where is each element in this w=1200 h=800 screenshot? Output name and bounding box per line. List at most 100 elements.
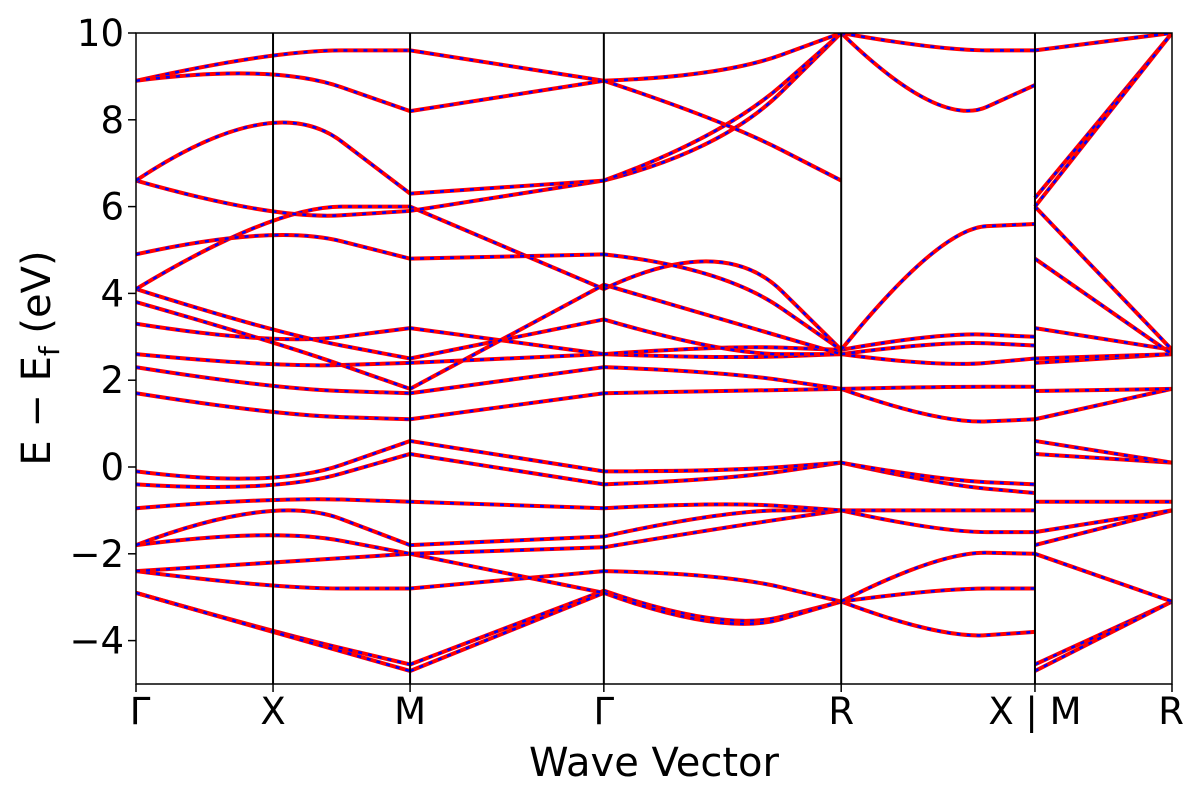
band-line xyxy=(841,384,1035,391)
band-line-dashed xyxy=(136,591,411,673)
band-line xyxy=(409,326,605,357)
band-line xyxy=(136,178,411,218)
band-line-dashed xyxy=(841,587,1035,603)
band-line-dashed xyxy=(840,387,1036,423)
band-line xyxy=(409,391,605,422)
band-line xyxy=(603,33,843,183)
band-line-dashed xyxy=(1034,352,1172,365)
band-line-dashed xyxy=(840,222,1036,351)
band-line-dashed xyxy=(840,461,1036,486)
band-line-dashed xyxy=(841,352,1036,366)
band-line xyxy=(840,508,1035,535)
x-tick-label: Γ xyxy=(130,690,151,733)
band-line-dashed xyxy=(410,500,604,510)
band-line-dashed xyxy=(603,569,842,603)
y-axis-ticks: −4 −2 0 2 4 6 8 10 xyxy=(69,12,136,663)
band-line-dashed xyxy=(603,79,842,182)
y-tick-label: 10 xyxy=(77,12,124,55)
band-line-dashed xyxy=(1034,257,1172,356)
band-line xyxy=(409,204,605,291)
y-axis-title: E − Ef (eV) xyxy=(14,250,66,465)
x-tick-label: X xyxy=(260,690,285,733)
band-line-dashed xyxy=(409,552,605,595)
band-line xyxy=(839,221,1036,352)
band-line xyxy=(136,551,411,574)
band-line xyxy=(840,386,1036,424)
band-line-dashed xyxy=(409,179,604,195)
band-line-dashed xyxy=(603,365,842,391)
band-line-dashed xyxy=(603,461,842,473)
x-tick-label: M xyxy=(394,690,426,733)
band-line-dashed xyxy=(1033,33,1172,208)
band-line xyxy=(1033,205,1172,352)
band-line-dashed xyxy=(410,352,604,365)
band-line xyxy=(136,497,411,511)
y-tick-label: 2 xyxy=(100,359,124,402)
band-line xyxy=(409,452,605,487)
band-line-dashed xyxy=(841,385,1035,391)
band-line xyxy=(603,365,842,391)
y-tick-label: −4 xyxy=(69,620,124,663)
band-line-dashed xyxy=(1034,552,1172,603)
band-line xyxy=(603,460,842,474)
band-line xyxy=(136,439,411,481)
band-line-dashed xyxy=(1034,387,1172,393)
band-line-dashed xyxy=(409,365,605,395)
band-line-dashed xyxy=(409,179,605,213)
band-line-dashed xyxy=(840,509,1035,534)
band-line xyxy=(409,534,604,548)
band-line xyxy=(136,391,411,422)
band-line-dashed xyxy=(840,33,1035,52)
band-line-dashed xyxy=(603,352,842,359)
x-axis-ticks: Γ X M Γ R X | M R xyxy=(130,684,1184,733)
band-line xyxy=(840,599,1036,638)
band-line xyxy=(136,71,411,114)
band-line-dashed xyxy=(409,452,605,486)
band-line-dashed xyxy=(603,260,843,351)
band-line xyxy=(603,33,842,83)
band-line xyxy=(603,33,843,183)
x-tick-label: Γ xyxy=(594,690,615,733)
band-line-dashed xyxy=(409,391,605,421)
band-line-dashed xyxy=(409,569,604,590)
band-line xyxy=(840,332,1036,352)
band-line xyxy=(410,545,604,556)
y-axis-title-main: E − E xyxy=(14,356,60,466)
band-line-dashed xyxy=(409,589,605,666)
band-line xyxy=(409,591,605,673)
band-line-dashed xyxy=(409,49,605,82)
band-line xyxy=(1034,599,1172,673)
band-line-dashed xyxy=(1034,205,1172,351)
x-tick-label: R xyxy=(1158,690,1184,733)
high-symmetry-lines xyxy=(272,33,1036,684)
band-line xyxy=(602,259,843,352)
y-axis-title-unit: (eV) xyxy=(14,250,60,346)
band-line xyxy=(840,352,1036,366)
band-line xyxy=(840,586,1035,604)
band-line xyxy=(136,233,411,261)
band-line-dashed xyxy=(410,546,604,556)
y-tick-label: 4 xyxy=(100,272,124,315)
x-tick-label: X | M xyxy=(988,690,1081,733)
band-line xyxy=(603,569,842,604)
band-line-dashed xyxy=(1034,33,1172,52)
band-line-dashed xyxy=(603,283,842,356)
band-line xyxy=(136,569,411,591)
band-line xyxy=(136,48,411,83)
band-line-dashed xyxy=(409,283,605,390)
band-line-dashed xyxy=(840,461,1036,495)
band-line-dashed xyxy=(409,439,605,473)
band-line-dashed xyxy=(1034,452,1172,464)
y-tick-label: 0 xyxy=(100,446,124,489)
band-line-dashed xyxy=(840,600,1036,637)
band-line xyxy=(840,33,1035,53)
band-line-dashed xyxy=(603,33,843,182)
band-line-dashed xyxy=(603,461,842,486)
band-line-dashed xyxy=(603,33,842,82)
x-tick-label: R xyxy=(828,690,854,733)
band-line-dashed xyxy=(1034,509,1172,547)
band-line-dashed xyxy=(840,33,1036,112)
band-line-dashed xyxy=(603,253,842,351)
band-line xyxy=(136,365,411,396)
